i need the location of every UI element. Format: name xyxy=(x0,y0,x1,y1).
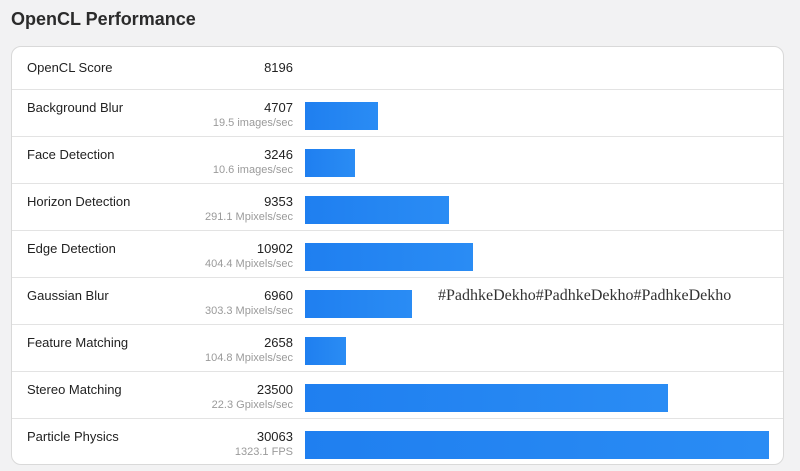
test-score: 3246 xyxy=(264,147,293,162)
test-rate: 303.3 Mpixels/sec xyxy=(204,305,293,317)
test-rate: 22.3 Gpixels/sec xyxy=(211,399,293,411)
test-name: Particle Physics xyxy=(27,429,119,444)
test-rate: 10.6 images/sec xyxy=(212,164,293,176)
results-card: OpenCL Score 8196 Background Blur 4707 19.… xyxy=(11,46,784,465)
test-name: Background Blur xyxy=(27,100,124,115)
score-bar xyxy=(305,243,473,271)
test-name: Feature Matching xyxy=(27,335,129,350)
test-row: Gaussian Blur 6960 303.3 Mpixels/sec xyxy=(12,277,783,324)
test-row: Face Detection 3246 10.6 images/sec xyxy=(12,136,783,183)
overall-score-value: 8196 xyxy=(264,60,293,75)
test-row: Edge Detection 10902 404.4 Mpixels/sec xyxy=(12,230,783,277)
test-score: 4707 xyxy=(264,100,293,115)
score-bar xyxy=(305,149,355,177)
test-score: 2658 xyxy=(264,335,293,350)
test-row: Background Blur 4707 19.5 images/sec xyxy=(12,89,783,136)
page-title: OpenCL Performance xyxy=(11,9,196,29)
overall-score-row: OpenCL Score 8196 xyxy=(12,47,783,89)
test-row: Feature Matching 2658 104.8 Mpixels/sec xyxy=(12,324,783,371)
test-rate: 291.1 Mpixels/sec xyxy=(204,211,293,223)
test-score: 6960 xyxy=(264,288,293,303)
test-row: Horizon Detection 9353 291.1 Mpixels/sec xyxy=(12,183,783,230)
score-bar xyxy=(305,337,346,365)
score-bar xyxy=(305,102,378,130)
test-name: Stereo Matching xyxy=(27,382,122,397)
watermark-text: #PadhkeDekho#PadhkeDekho#PadhkeDekho xyxy=(438,287,732,304)
score-bar xyxy=(305,196,449,224)
test-name: Gaussian Blur xyxy=(27,288,109,303)
test-row: Stereo Matching 23500 22.3 Gpixels/sec xyxy=(12,371,783,418)
test-rate: 19.5 images/sec xyxy=(212,117,293,129)
score-bar xyxy=(305,431,769,459)
test-rate: 404.4 Mpixels/sec xyxy=(204,258,293,270)
score-bar xyxy=(305,384,668,412)
test-rate: 104.8 Mpixels/sec xyxy=(204,352,293,364)
score-bar xyxy=(305,290,412,318)
test-score: 23500 xyxy=(256,382,293,397)
test-name: Edge Detection xyxy=(27,241,116,256)
overall-score-label: OpenCL Score xyxy=(27,60,113,75)
test-name: Face Detection xyxy=(27,147,115,162)
test-rate: 1323.1 FPS xyxy=(234,446,293,458)
test-score: 30063 xyxy=(256,429,293,444)
test-score: 9353 xyxy=(264,194,293,209)
test-name: Horizon Detection xyxy=(27,194,131,209)
test-row: Particle Physics 30063 1323.1 FPS xyxy=(12,418,783,464)
test-score: 10902 xyxy=(256,241,293,256)
